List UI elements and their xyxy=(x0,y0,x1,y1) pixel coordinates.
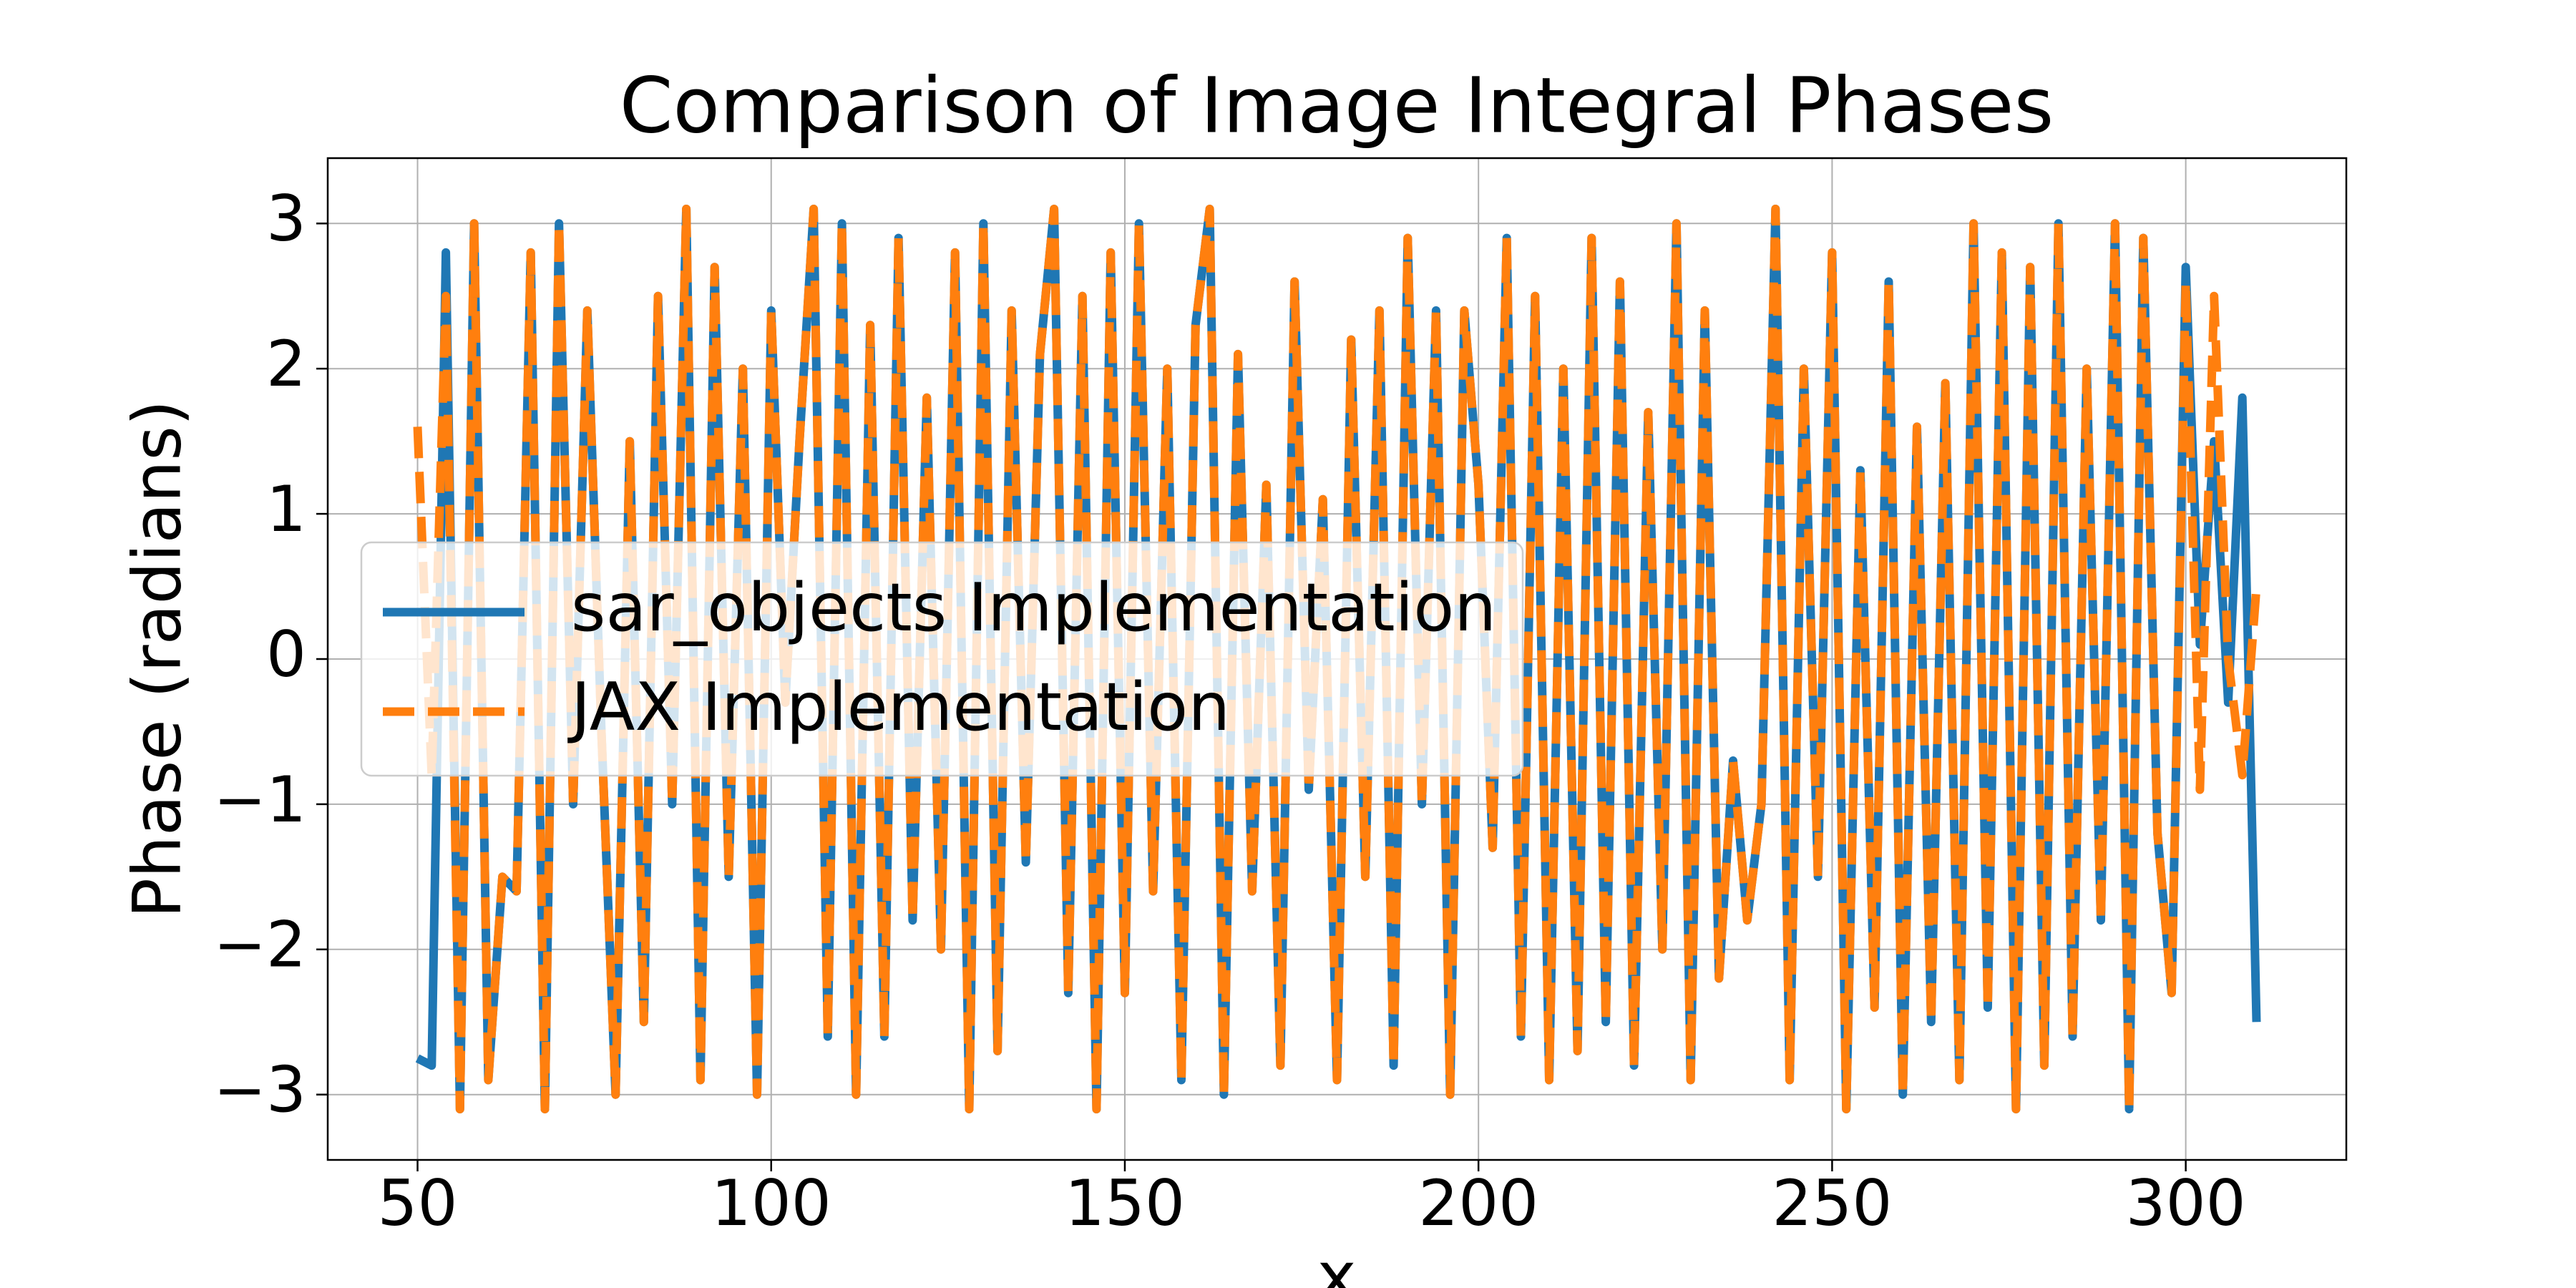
legend-label: sar_objects Implementation xyxy=(571,569,1496,646)
x-tick-label: 100 xyxy=(711,1166,831,1240)
x-tick-label: 150 xyxy=(1065,1166,1185,1240)
y-tick-label: 2 xyxy=(266,327,306,401)
y-tick-label: 3 xyxy=(266,182,306,255)
legend: sar_objects Implementation JAX Implementa… xyxy=(360,541,1524,777)
y-tick-label: −3 xyxy=(213,1053,306,1127)
legend-frame xyxy=(360,541,1524,777)
y-axis-label: Phase (radians) xyxy=(118,400,195,918)
x-tick-label: 300 xyxy=(2126,1166,2246,1240)
x-axis-label: x xyxy=(1317,1237,1356,1288)
x-tick-label: 250 xyxy=(1772,1166,1892,1240)
legend-label: JAX Implementation xyxy=(567,668,1230,746)
x-tick-label: 50 xyxy=(378,1166,458,1240)
y-tick-label: 0 xyxy=(266,618,306,691)
chart-title: Comparison of Image Integral Phases xyxy=(620,62,2054,150)
y-tick-label: −2 xyxy=(213,908,306,982)
x-tick-label: 200 xyxy=(1418,1166,1538,1240)
y-tick-label: −1 xyxy=(213,763,306,836)
y-tick-label: 1 xyxy=(266,472,306,546)
